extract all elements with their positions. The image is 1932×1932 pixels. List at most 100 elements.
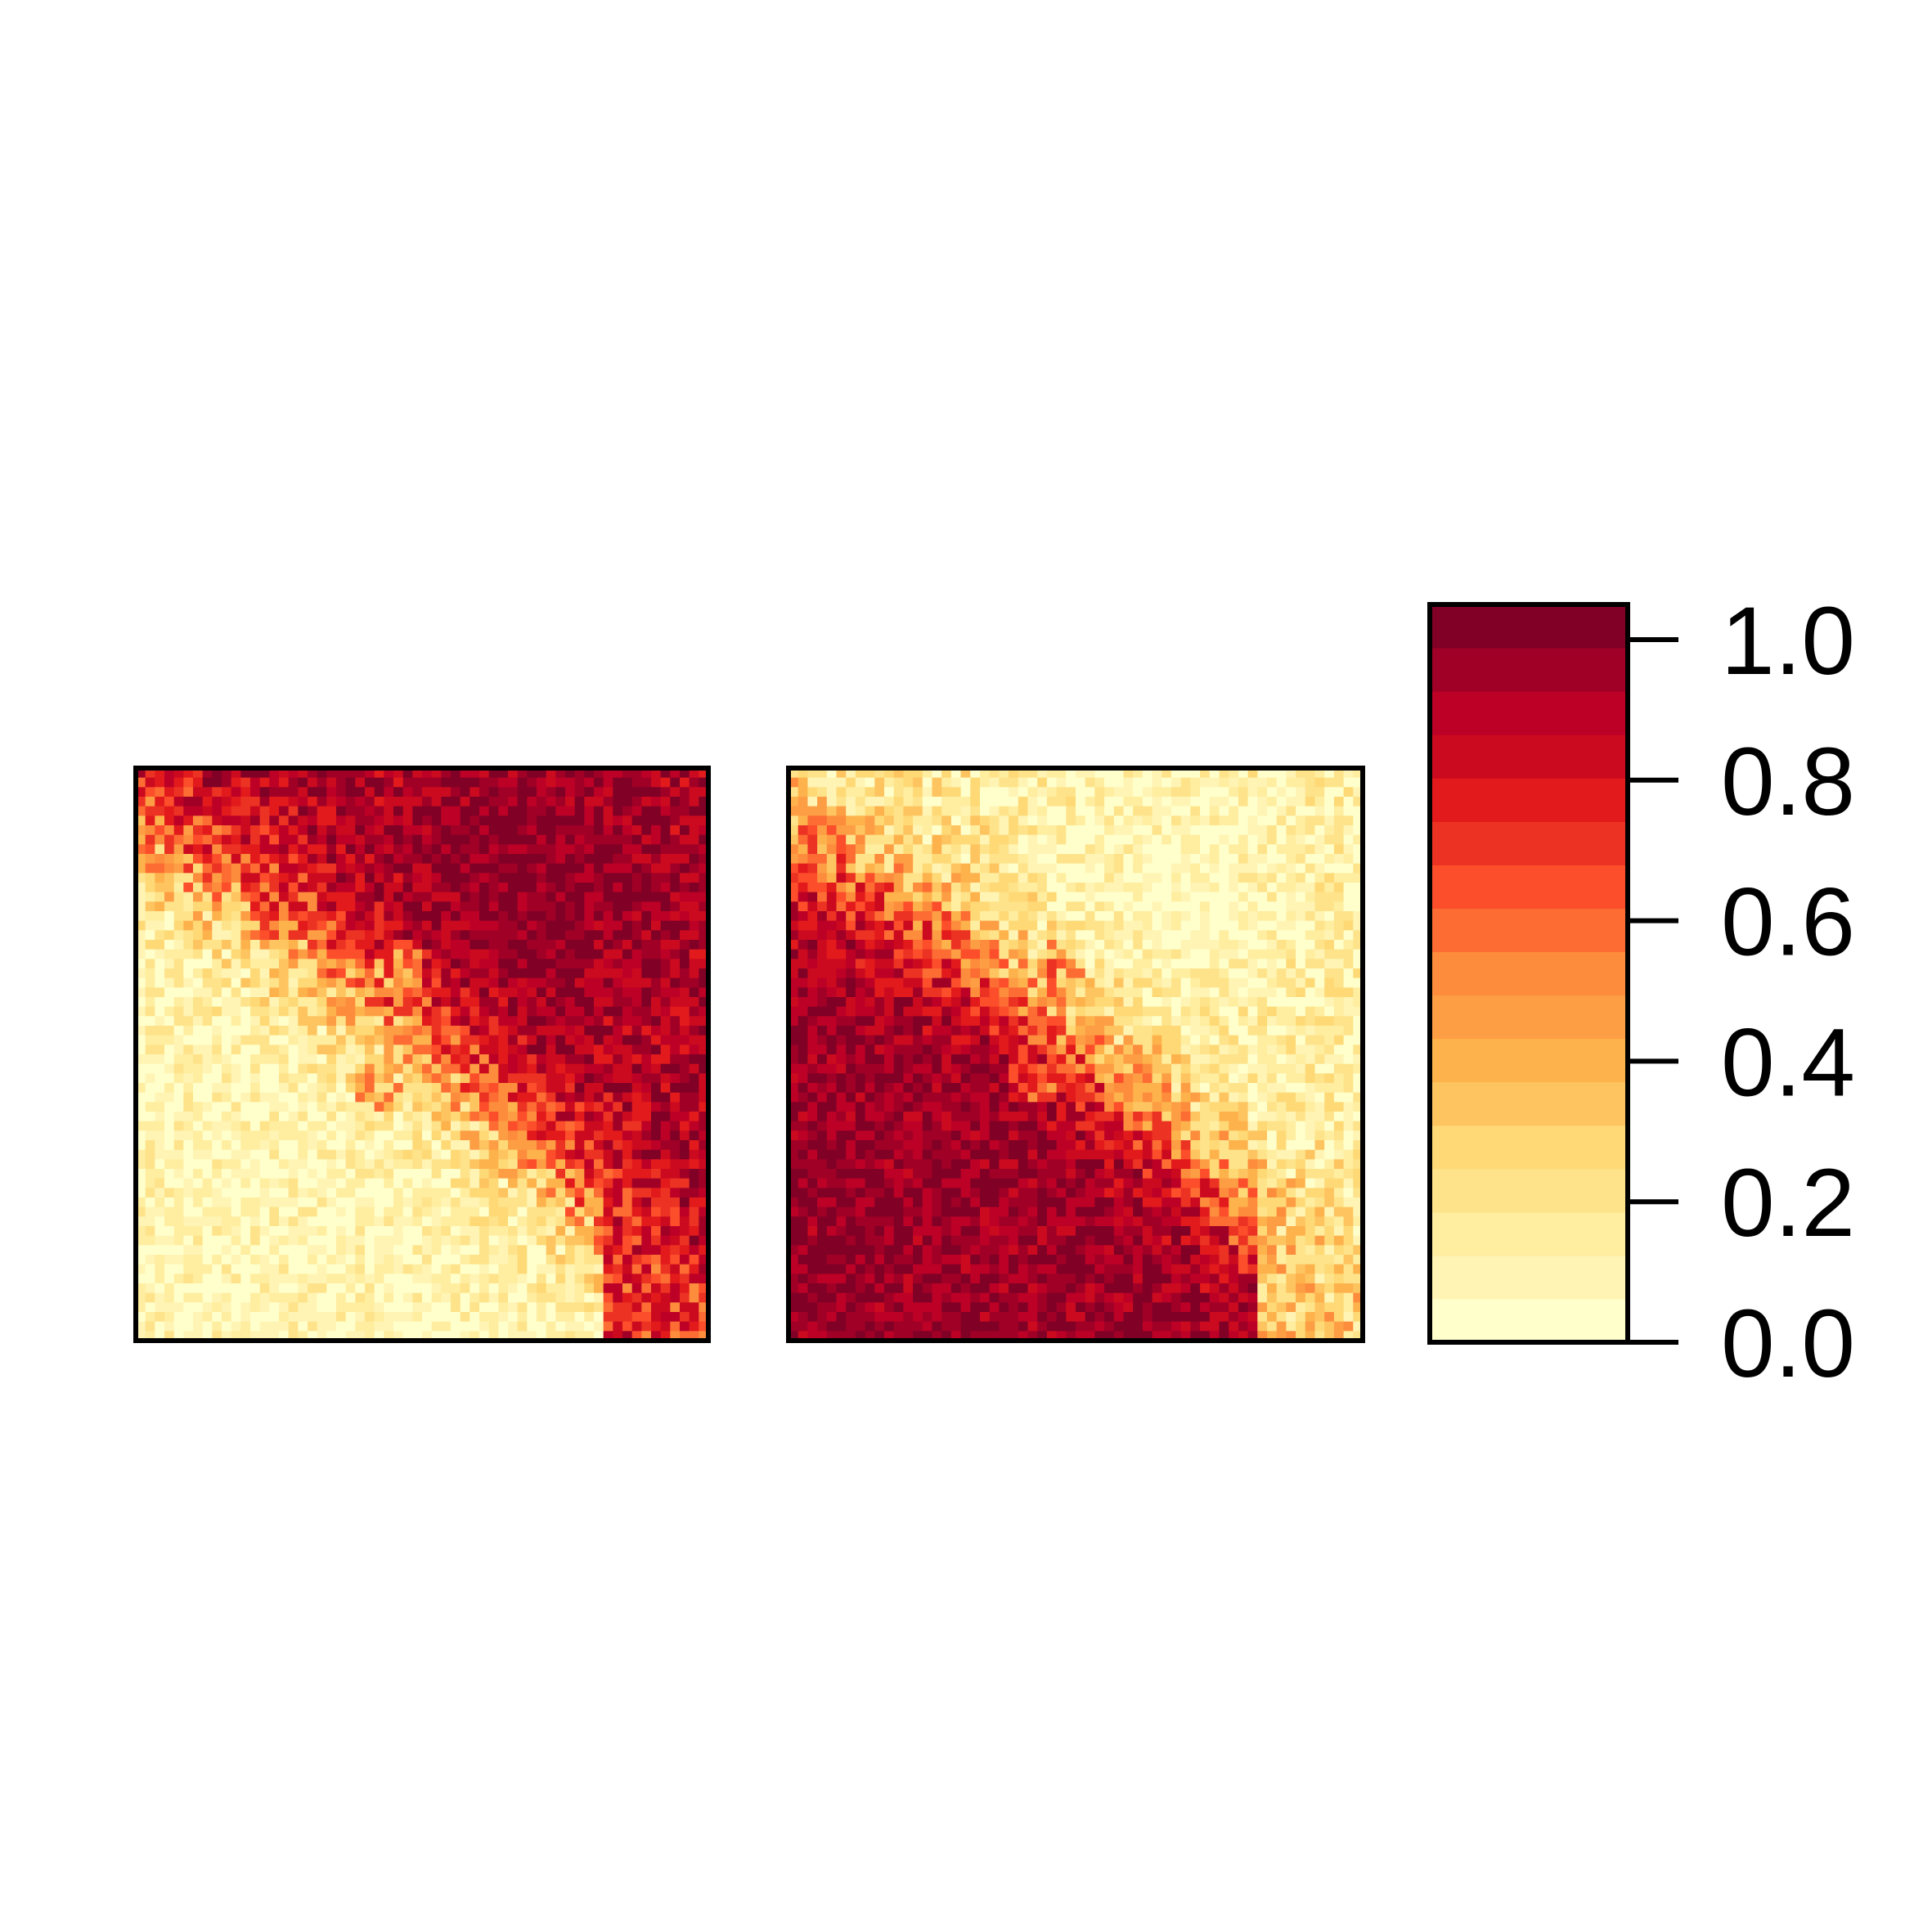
heatmap-cell xyxy=(1171,911,1182,922)
heatmap-cell xyxy=(355,815,366,826)
heatmap-cell xyxy=(402,1006,413,1017)
heatmap-cell xyxy=(402,1045,413,1055)
heatmap-cell xyxy=(402,1130,413,1141)
heatmap-cell xyxy=(1133,815,1143,826)
heatmap-cell xyxy=(326,1312,337,1323)
heatmap-cell xyxy=(355,1188,366,1198)
heatmap-cell xyxy=(1180,834,1191,845)
heatmap-cell xyxy=(402,1178,413,1188)
heatmap-cell xyxy=(183,940,194,950)
heatmap-cell xyxy=(336,1292,347,1303)
heatmap-cell xyxy=(288,949,299,959)
heatmap-cell xyxy=(807,797,818,807)
heatmap-cell xyxy=(670,1063,681,1074)
heatmap-cell xyxy=(789,911,799,922)
heatmap-cell xyxy=(980,977,991,988)
heatmap-cell xyxy=(1314,940,1325,950)
heatmap-cell xyxy=(1267,777,1278,788)
heatmap-cell xyxy=(1123,844,1134,855)
heatmap-cell xyxy=(240,959,251,969)
heatmap-cell xyxy=(1247,977,1258,988)
heatmap-cell xyxy=(1180,806,1191,816)
heatmap-cell xyxy=(989,892,1000,902)
heatmap-cell xyxy=(470,883,480,893)
heatmap-cell xyxy=(1180,844,1191,855)
heatmap-cell xyxy=(1066,797,1076,807)
heatmap-cell xyxy=(980,930,991,941)
heatmap-cell xyxy=(574,825,585,836)
heatmap-cell xyxy=(807,863,818,874)
heatmap-cell xyxy=(970,854,981,865)
heatmap-cell xyxy=(651,1149,662,1160)
heatmap-cell xyxy=(250,1140,261,1151)
heatmap-cell xyxy=(479,949,490,959)
heatmap-cell xyxy=(565,1283,576,1294)
heatmap-cell xyxy=(308,911,318,922)
heatmap-cell xyxy=(594,844,604,855)
heatmap-cell xyxy=(584,1245,595,1256)
heatmap-cell xyxy=(365,1026,375,1036)
heatmap-cell xyxy=(384,1130,394,1141)
heatmap-cell xyxy=(584,883,595,893)
heatmap-cell xyxy=(594,911,604,922)
heatmap-cell xyxy=(651,777,662,788)
heatmap-cell xyxy=(240,1235,251,1246)
heatmap-cell xyxy=(517,1102,528,1112)
heatmap-cell xyxy=(231,1312,241,1323)
heatmap-cell xyxy=(317,901,327,912)
heatmap-cell xyxy=(136,997,146,1008)
heatmap-cell xyxy=(670,987,681,998)
heatmap-cell xyxy=(884,930,895,941)
heatmap-cell xyxy=(326,1255,337,1265)
heatmap-cell xyxy=(517,854,528,865)
heatmap-cell xyxy=(345,787,356,798)
heatmap-cell xyxy=(488,987,499,998)
heatmap-cell xyxy=(989,977,1000,988)
heatmap-cell xyxy=(488,1216,499,1227)
heatmap-cell xyxy=(989,797,1000,807)
heatmap-cell xyxy=(1056,815,1067,826)
heatmap-cell xyxy=(660,873,671,883)
heatmap-cell xyxy=(574,930,585,941)
heatmap-cell xyxy=(326,911,337,922)
heatmap-cell xyxy=(402,844,413,855)
heatmap-cell xyxy=(594,825,604,836)
heatmap-cell xyxy=(689,1083,699,1094)
heatmap-cell xyxy=(980,834,991,845)
heatmap-cell xyxy=(537,1016,547,1027)
heatmap-cell xyxy=(613,787,623,798)
heatmap-cell xyxy=(259,1092,270,1103)
heatmap-cell xyxy=(1267,949,1278,959)
heatmap-cell xyxy=(1305,940,1316,950)
heatmap-cell xyxy=(1113,854,1125,865)
heatmap-cell xyxy=(874,777,885,788)
heatmap-cell xyxy=(555,911,566,922)
heatmap-cell xyxy=(193,1178,204,1188)
heatmap-cell xyxy=(1142,968,1153,979)
heatmap-cell xyxy=(651,1102,662,1112)
heatmap-cell xyxy=(941,834,952,845)
heatmap-cell xyxy=(574,1216,585,1227)
heatmap-cell xyxy=(622,1063,633,1074)
heatmap-cell xyxy=(431,1178,442,1188)
heatmap-cell xyxy=(441,1206,452,1217)
heatmap-cell xyxy=(527,1206,537,1217)
heatmap-cell xyxy=(479,873,490,883)
heatmap-cell xyxy=(689,1302,699,1313)
heatmap-cell xyxy=(1056,883,1067,893)
heatmap-cell xyxy=(641,1206,652,1217)
heatmap-cell xyxy=(193,1016,204,1027)
heatmap-cell xyxy=(498,1255,509,1265)
heatmap-cell xyxy=(317,940,327,950)
heatmap-cell xyxy=(970,777,981,788)
heatmap-cell xyxy=(1046,873,1058,883)
heatmap-cell xyxy=(259,863,270,874)
heatmap-cell xyxy=(164,1235,175,1246)
heatmap-cell xyxy=(1190,968,1201,979)
heatmap-cell xyxy=(622,873,633,883)
heatmap-cell xyxy=(584,1178,595,1188)
heatmap-cell xyxy=(259,1035,270,1045)
heatmap-cell xyxy=(355,1130,366,1141)
heatmap-cell xyxy=(555,1026,566,1036)
heatmap-cell xyxy=(183,787,194,798)
